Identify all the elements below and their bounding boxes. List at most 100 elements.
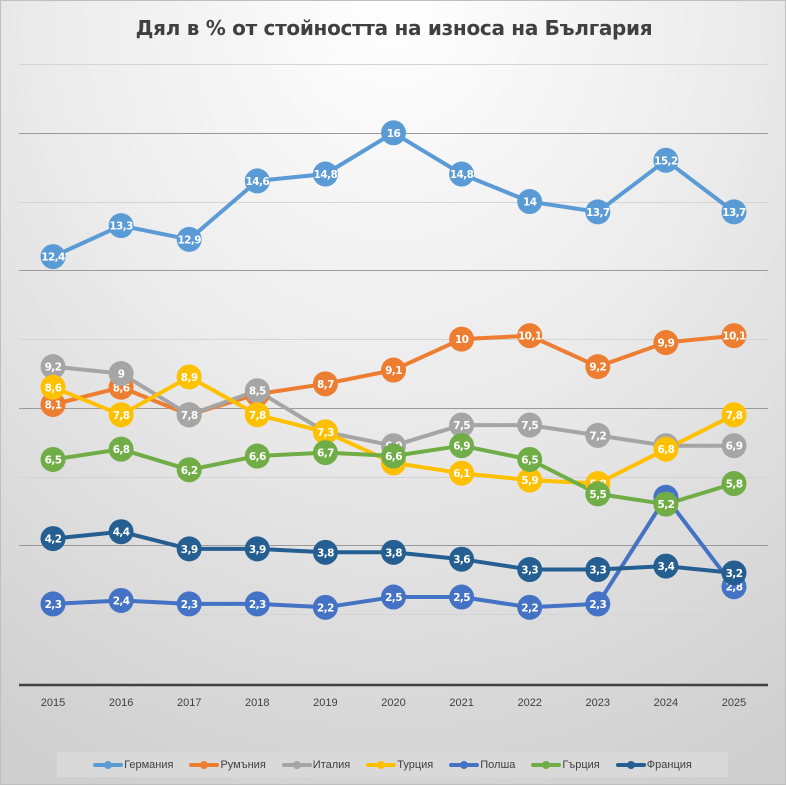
x-tick-label: 2024 [654, 697, 678, 709]
legend-marker-icon [531, 759, 562, 771]
data-label: 3,2 [726, 568, 743, 580]
data-label: 2,3 [249, 599, 266, 611]
x-tick-label: 2017 [177, 697, 201, 709]
data-point [449, 161, 475, 187]
data-point [108, 213, 134, 239]
data-label: 6,7 [317, 448, 334, 460]
data-label: 10,1 [518, 331, 542, 343]
x-tick-label: 2015 [41, 697, 65, 709]
data-point [585, 591, 611, 617]
data-label: 15,2 [654, 155, 678, 167]
data-label: 7,5 [521, 420, 538, 432]
data-label: 5,9 [521, 475, 538, 487]
x-tick-labels: 2015 2016 2017 2018 2019 2020 2021 2022 2023 2024… [41, 697, 746, 709]
data-point [721, 199, 747, 225]
data-point [585, 481, 611, 507]
data-label: 6,5 [45, 454, 62, 466]
legend-marker-icon [93, 759, 124, 771]
data-point [449, 584, 475, 610]
data-point [312, 419, 338, 445]
data-point [40, 591, 66, 617]
legend-item: Турция [366, 759, 433, 771]
data-point [40, 354, 66, 380]
data-label: 4,4 [113, 527, 130, 539]
data-point [108, 402, 134, 428]
data-label: 6,6 [385, 451, 402, 463]
data-label: 13,7 [586, 207, 610, 219]
data-point [381, 584, 406, 610]
data-point [244, 591, 270, 617]
data-label: 14,8 [314, 169, 338, 181]
x-tick-label: 2023 [586, 697, 610, 709]
series-4-markers: 2,32,42,32,32,22,52,52,22,35,42,8 [40, 484, 747, 620]
data-point [653, 491, 679, 517]
data-point [40, 526, 66, 552]
x-tick-label: 2019 [313, 697, 337, 709]
data-label: 13,3 [109, 221, 133, 233]
data-point [449, 433, 475, 459]
legend: Германия Румъния Италия Турция Полша Гърция Фр… [57, 752, 728, 777]
data-point [721, 323, 747, 349]
data-point [40, 391, 66, 417]
data-label: 5,8 [726, 479, 743, 491]
x-tick-label: 2025 [722, 697, 746, 709]
data-label: 8,5 [249, 386, 266, 398]
data-label: 3,4 [657, 561, 674, 573]
data-label: 8,9 [181, 372, 198, 384]
data-point [108, 436, 134, 462]
data-point [176, 536, 202, 562]
series-0-line [52, 130, 736, 259]
data-point [449, 460, 475, 486]
data-label: 9,1 [385, 365, 402, 377]
data-label: 2,3 [589, 599, 606, 611]
legend-label: Турция [397, 758, 434, 771]
data-point [381, 443, 406, 469]
data-point [108, 519, 134, 545]
data-point [517, 323, 543, 349]
data-label: 2,4 [113, 595, 130, 607]
data-label: 13,7 [722, 207, 746, 219]
data-label: 9,2 [589, 362, 606, 374]
data-point [585, 354, 611, 380]
data-point [312, 594, 338, 620]
data-point [517, 557, 543, 583]
data-label: 9,2 [45, 362, 62, 374]
data-label: 3,8 [385, 547, 402, 559]
data-label: 6,6 [249, 451, 266, 463]
data-label: 2,3 [181, 599, 198, 611]
legend-item: Германия [93, 759, 173, 771]
legend-item: Италия [281, 759, 350, 771]
data-point [176, 226, 202, 252]
data-label: 6,8 [657, 444, 674, 456]
data-label: 7,8 [249, 410, 266, 422]
legend-marker-icon [281, 759, 312, 771]
data-point [312, 161, 338, 187]
data-point [312, 440, 338, 466]
data-point [176, 591, 202, 617]
data-point [176, 457, 202, 483]
data-label: 5,2 [657, 499, 674, 511]
legend-label: Румъния [220, 758, 266, 771]
data-label: 12,9 [177, 234, 201, 246]
data-label: 3,6 [453, 554, 470, 566]
data-point [721, 560, 747, 586]
legend-marker-icon [189, 759, 220, 771]
data-label: 7,8 [113, 410, 130, 422]
series-3-markers: 8,67,88,97,87,36,46,15,95,86,87,8 [40, 364, 747, 497]
data-point [176, 364, 202, 390]
legend-item: Гърция [531, 759, 600, 771]
data-point [585, 422, 611, 448]
data-point [244, 168, 270, 194]
data-point [449, 412, 475, 438]
data-label: 7,2 [589, 430, 606, 442]
data-label: 14,6 [246, 176, 270, 188]
data-point [653, 147, 679, 173]
data-point [449, 326, 475, 352]
x-tick-label: 2022 [517, 697, 541, 709]
data-label: 16 [387, 128, 401, 140]
data-label: 9 [118, 369, 125, 381]
data-point [721, 471, 747, 497]
data-label: 6,2 [181, 465, 198, 477]
data-point [517, 189, 543, 215]
data-point [40, 244, 66, 270]
